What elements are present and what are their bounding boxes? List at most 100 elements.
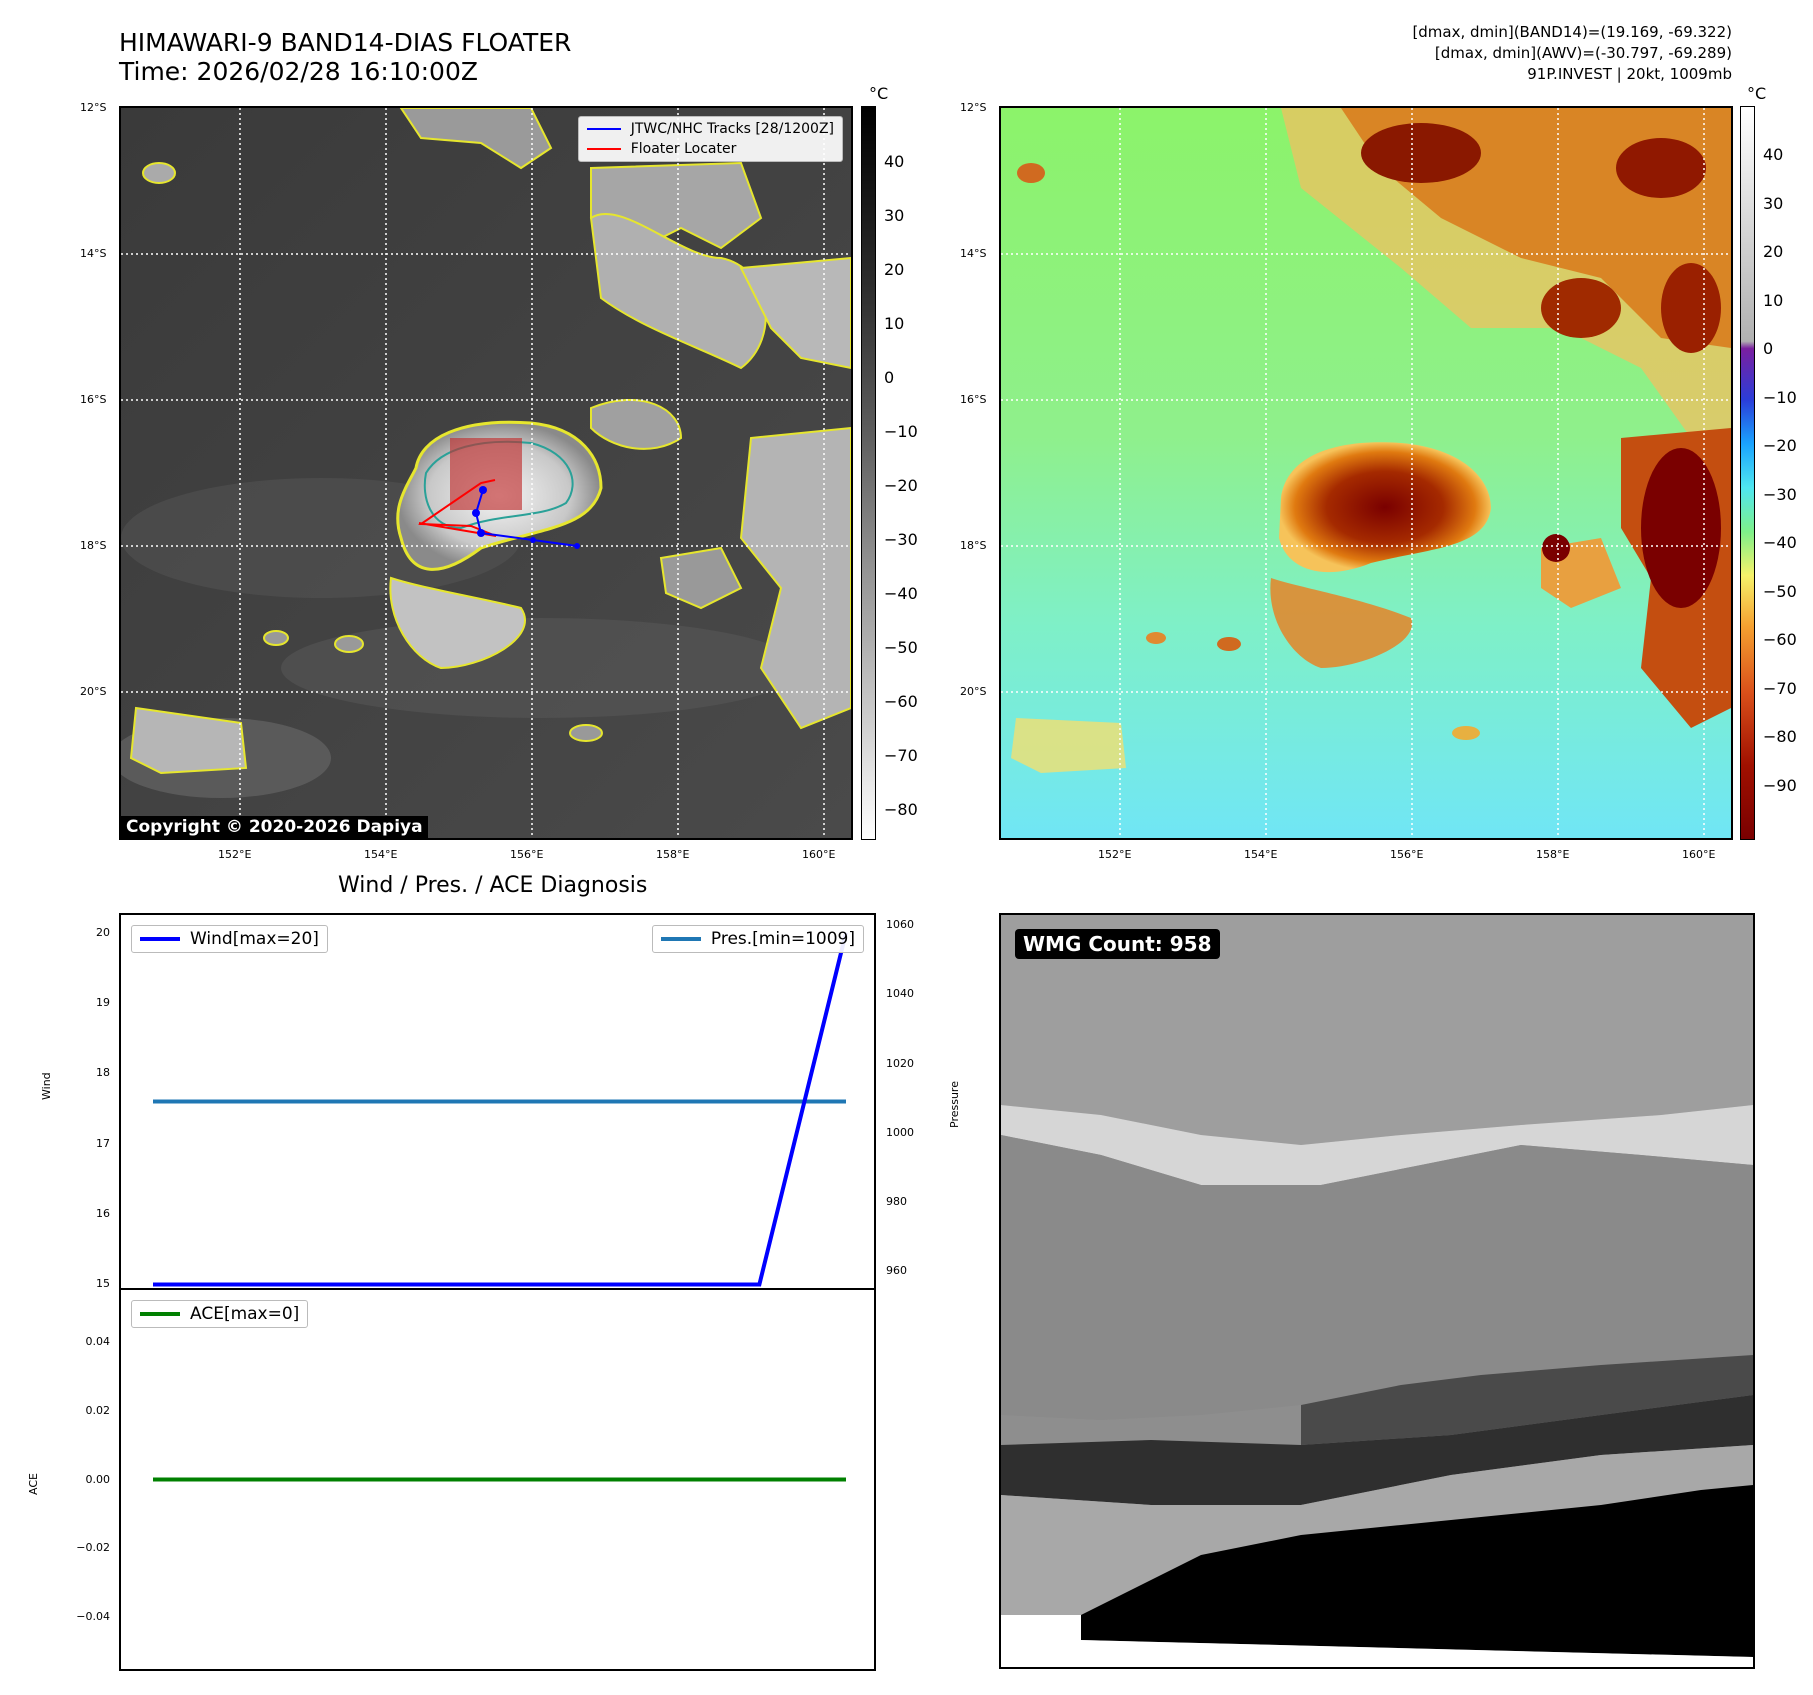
lat-tick-label: 18°S <box>80 539 107 552</box>
colorbar-unit: °C <box>1747 84 1767 103</box>
ace-tick-label: −0.02 <box>76 1541 110 1555</box>
pressure-legend: Pres.[min=1009] <box>651 925 864 953</box>
map-gridlines <box>121 108 851 838</box>
colorbar-tick-label: 40 <box>1763 145 1784 164</box>
lat-tick-label: 20°S <box>960 685 987 698</box>
lon-tick-label: 158°E <box>1536 848 1570 861</box>
wmg-count-badge: WMG Count: 958 <box>1015 929 1220 959</box>
lon-tick-label: 152°E <box>218 848 252 861</box>
track-swatch <box>586 128 621 130</box>
lat-tick-label: 14°S <box>960 247 987 260</box>
copyright-label: Copyright © 2020-2026 Dapiya <box>121 816 428 838</box>
lon-tick-label: 152°E <box>1098 848 1132 861</box>
grayscale-colorbar <box>861 106 876 840</box>
colorbar-tick-label: −10 <box>1763 387 1797 407</box>
ace-svg <box>153 1477 846 1482</box>
lat-tick-label: 14°S <box>80 247 107 260</box>
pressure-legend-label: Pres.[min=1009] <box>710 929 855 949</box>
storm-info: 91P.INVEST | 20kt, 1009mb <box>1527 65 1732 83</box>
ace-plot[interactable]: ACE[max=0] <box>119 1288 876 1671</box>
colorbar-tick-label: −30 <box>1763 484 1797 504</box>
ace-legend-label: ACE[max=0] <box>190 1304 300 1324</box>
colorbar-tick-label: 0 <box>884 368 895 387</box>
wind-tick-label: 17 <box>96 1136 110 1150</box>
jtwc-track-points <box>472 486 580 549</box>
colorbar-tick-label: −70 <box>884 746 918 765</box>
colorbar-tick-label: 20 <box>1763 242 1784 261</box>
ace-tick-label: −0.04 <box>76 1610 110 1624</box>
colorbar-tick-label: −70 <box>1763 678 1797 698</box>
wind-swatch <box>140 937 180 941</box>
colorbar-tick-label: 20 <box>884 260 905 279</box>
colorbar-unit: °C <box>869 84 889 103</box>
wind-legend: Wind[max=20] <box>131 925 328 953</box>
pressure-tick-label: 960 <box>886 1263 907 1277</box>
colorbar-tick-label: −20 <box>884 476 918 495</box>
legend-floater-label: Floater Locater <box>630 141 737 157</box>
colorbar-tick-label: −30 <box>884 530 918 549</box>
wind-tick-label: 15 <box>96 1277 110 1291</box>
lon-tick-label: 154°E <box>1244 848 1278 861</box>
colorbar-tick-label: −20 <box>1763 436 1797 455</box>
wind-legend-label: Wind[max=20] <box>190 929 319 949</box>
colorbar-tick-label: −50 <box>884 638 918 657</box>
wind-axis-label: Wind <box>40 1072 53 1100</box>
floater-box <box>450 438 522 510</box>
colorbar-tick-label: 30 <box>1763 193 1784 213</box>
lat-tick-label: 20°S <box>80 685 107 698</box>
colorbar-tick-label: −60 <box>1763 630 1797 649</box>
pressure-tick-label: 1040 <box>886 987 914 1001</box>
ace-legend: ACE[max=0] <box>131 1300 309 1328</box>
pressure-tick-label: 980 <box>886 1194 907 1208</box>
colorbar-tick-label: −50 <box>1763 581 1797 601</box>
colorbar-tick-label: −80 <box>1763 727 1797 746</box>
color-map-gridlines <box>1001 108 1731 838</box>
pressure-tick-label: 1020 <box>886 1056 914 1070</box>
lat-tick-label: 12°S <box>80 101 107 114</box>
pressure-axis-label: Pressure <box>948 1081 961 1128</box>
colorbar-tick-label: −40 <box>1763 533 1797 552</box>
lon-tick-label: 160°E <box>802 848 836 861</box>
wind-tick-label: 19 <box>96 995 110 1009</box>
wind-line <box>153 932 848 1287</box>
colorbar-tick-label: 10 <box>884 314 905 333</box>
color-map-image <box>1001 108 1731 838</box>
colorbar-tick-label: 40 <box>884 152 905 171</box>
pressure-tick-label: 1000 <box>886 1125 914 1139</box>
legend-tracks-entry: JTWC/NHC Tracks [28/1200Z] <box>586 119 834 139</box>
floater-swatch <box>586 148 621 150</box>
legend-floater-entry: Floater Locater <box>586 139 834 159</box>
wmg-panel[interactable]: WMG Count: 958 <box>999 913 1755 1669</box>
ir-grayscale-map[interactable]: JTWC/NHC Tracks [28/1200Z] Floater Locat… <box>119 106 853 840</box>
lat-tick-label: 12°S <box>960 101 987 114</box>
wind-pressure-plot[interactable]: Wind[max=20] Pres.[min=1009] <box>119 913 876 1290</box>
ace-tick-label: 0.00 <box>85 1472 111 1486</box>
wmg-image <box>1001 915 1753 1667</box>
colorbar-tick-label: −40 <box>884 584 918 603</box>
colorbar-tick-label: −80 <box>884 800 918 819</box>
wind-tick-label: 18 <box>96 1066 110 1080</box>
ace-axis-label: ACE <box>27 1473 40 1495</box>
lon-tick-label: 156°E <box>510 848 544 861</box>
color-storm <box>1270 442 1491 668</box>
ace-swatch <box>140 1312 180 1316</box>
lon-tick-label: 160°E <box>1682 848 1716 861</box>
colorbar-tick-label: 30 <box>884 206 905 225</box>
lon-tick-label: 158°E <box>656 848 690 861</box>
lat-tick-label: 16°S <box>80 393 107 406</box>
lat-tick-label: 16°S <box>960 393 987 406</box>
colorbar-tick-label: −60 <box>884 692 918 711</box>
lat-tick-label: 18°S <box>960 539 987 552</box>
chart-title: HIMAWARI-9 BAND14-DIAS FLOATER <box>119 28 572 57</box>
wind-tick-label: 20 <box>96 925 110 939</box>
ace-tick-label: 0.04 <box>85 1334 111 1348</box>
wind-pressure-svg <box>153 932 848 1287</box>
ace-tick-label: 0.02 <box>85 1403 111 1417</box>
pressure-tick-label: 1060 <box>886 918 914 932</box>
colorbar-tick-label: 0 <box>1763 339 1774 358</box>
colorbar-tick-label: −10 <box>884 422 918 441</box>
map-legend: JTWC/NHC Tracks [28/1200Z] Floater Locat… <box>577 116 843 162</box>
color-colorbar <box>1740 106 1755 840</box>
ir-color-map[interactable] <box>999 106 1733 840</box>
chart-timestamp: Time: 2026/02/28 16:10:00Z <box>119 57 478 86</box>
